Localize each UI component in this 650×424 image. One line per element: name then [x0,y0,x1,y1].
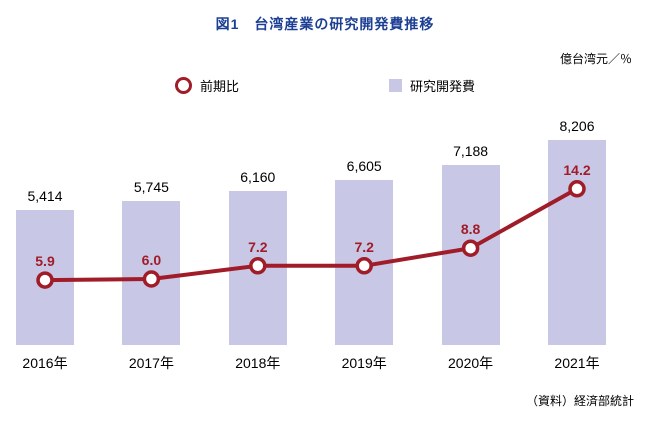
x-axis-label: 2016年 [22,355,68,371]
bar-value-label: 7,188 [453,143,489,160]
chart-legend: 前期比 研究開発費 [0,76,650,95]
line-series-marker-icon [174,77,192,94]
legend-label-line: 前期比 [199,79,239,94]
bar [441,165,500,345]
chart-title: 図1 台湾産業の研究開発費推移 [215,16,435,32]
source-note: （資料）経済部統計 [525,394,634,408]
legend-item-line: 前期比 [174,76,239,95]
bar-value-label: 5,745 [133,179,169,196]
bar [335,179,394,345]
pct-value-label: 5.9 [35,253,55,270]
pct-value-label: 7.2 [354,238,374,255]
x-axis-label: 2020年 [448,355,494,371]
unit-label: 億台湾元／％ [559,52,632,66]
x-axis-label: 2018年 [235,355,281,371]
bar-value-label: 8,206 [559,117,595,134]
legend-item-bar: 研究開発費 [389,76,475,95]
bar-value-label: 5,414 [27,187,63,204]
pct-value-label: 6.0 [141,252,162,268]
pct-value-label: 8.8 [460,221,481,238]
x-axis-label: 2019年 [341,355,387,371]
bar-value-label: 6,160 [240,169,276,185]
bar [122,201,181,345]
bar [16,209,74,345]
x-axis-label: 2017年 [128,355,174,371]
x-axis-label: 2021年 [554,355,600,371]
pct-value-label: 7.2 [248,238,268,255]
legend-label-bar: 研究開発費 [410,79,476,94]
pct-value-label: 14.2 [563,161,591,178]
bar-value-label: 6,605 [346,157,382,174]
bar [228,191,287,345]
bar-series-marker-icon [389,79,402,92]
